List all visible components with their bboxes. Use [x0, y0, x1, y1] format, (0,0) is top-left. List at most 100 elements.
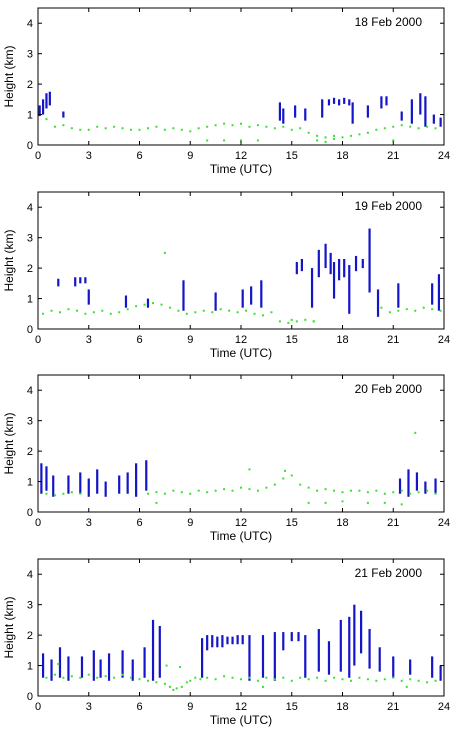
data-point-17: [185, 312, 188, 315]
data-point-11: [135, 305, 138, 308]
data-point-22: [231, 124, 234, 127]
data-point-5: [84, 312, 87, 315]
series-1: [45, 431, 437, 506]
panel-date-label: 19 Feb 2000: [355, 199, 423, 213]
data-point-32: [282, 676, 285, 679]
data-point-24: [214, 678, 217, 681]
y-tick-label: 0: [27, 507, 33, 519]
data-point-26: [324, 488, 327, 491]
y-tick-label: 4: [27, 385, 33, 397]
x-tick-label: 6: [136, 517, 142, 529]
y-axis-label: Height (km): [2, 596, 16, 658]
x-axis-label: Time (UTC): [210, 713, 272, 727]
data-point-28: [278, 320, 281, 323]
data-point-33: [290, 679, 293, 682]
data-point-42: [400, 124, 403, 127]
data-point-37: [358, 133, 361, 136]
data-point-8: [113, 676, 116, 679]
panel-date-label: 21 Feb 2000: [355, 566, 423, 580]
data-point-19: [206, 125, 209, 128]
data-point-40: [349, 679, 352, 682]
series-0: [38, 91, 442, 127]
data-point-48: [223, 139, 226, 142]
data-point-0: [45, 118, 48, 121]
x-tick-label: 18: [336, 334, 348, 346]
data-point-25: [223, 675, 226, 678]
data-point-5: [87, 673, 90, 676]
data-point-19: [202, 309, 205, 312]
data-point-2: [62, 676, 65, 679]
data-point-22: [228, 309, 231, 312]
data-point-10: [189, 492, 192, 495]
data-point-42: [312, 320, 315, 323]
data-point-37: [414, 309, 417, 312]
data-point-40: [439, 309, 442, 312]
data-point-39: [375, 128, 378, 131]
data-point-1: [53, 673, 56, 676]
x-tick-label: 12: [235, 517, 247, 529]
data-point-40: [383, 127, 386, 130]
data-point-23: [206, 676, 209, 679]
data-point-27: [273, 127, 276, 130]
data-point-12: [143, 303, 146, 306]
data-point-25: [316, 489, 319, 492]
data-point-54: [333, 137, 336, 140]
data-point-35: [400, 489, 403, 492]
y-tick-label: 3: [27, 600, 33, 612]
data-point-41: [163, 251, 166, 254]
series-0: [40, 460, 437, 497]
x-tick-label: 9: [187, 701, 193, 713]
data-point-54: [261, 685, 264, 688]
data-point-18: [197, 127, 200, 130]
data-point-25: [253, 312, 256, 315]
x-tick-label: 9: [187, 150, 193, 162]
x-tick-label: 0: [35, 701, 41, 713]
y-tick-label: 2: [27, 79, 33, 91]
y-tick-label: 2: [27, 630, 33, 642]
data-point-11: [138, 678, 141, 681]
y-tick-label: 3: [27, 49, 33, 61]
data-point-46: [400, 679, 403, 682]
data-point-37: [324, 679, 327, 682]
data-point-40: [248, 468, 251, 471]
data-point-45: [366, 501, 369, 504]
x-tick-label: 21: [387, 150, 399, 162]
data-point-28: [282, 125, 285, 128]
data-point-15: [168, 306, 171, 309]
x-tick-label: 18: [336, 517, 348, 529]
data-point-14: [160, 303, 163, 306]
x-tick-label: 3: [86, 701, 92, 713]
data-point-18: [194, 311, 197, 314]
y-axis-label: Height (km): [2, 229, 16, 291]
data-point-49: [240, 139, 242, 142]
x-tick-label: 18: [336, 701, 348, 713]
data-point-27: [333, 489, 336, 492]
data-point-8: [109, 312, 112, 315]
data-point-52: [165, 664, 168, 667]
series-1: [45, 118, 437, 143]
data-point-22: [199, 678, 202, 681]
data-point-15: [168, 685, 171, 688]
data-point-31: [304, 318, 307, 321]
x-tick-label: 24: [438, 517, 450, 529]
data-point-20: [189, 679, 192, 682]
data-point-26: [231, 676, 234, 679]
data-point-44: [383, 678, 386, 681]
x-tick-label: 0: [35, 517, 41, 529]
x-tick-label: 21: [387, 701, 399, 713]
x-tick-label: 12: [235, 334, 247, 346]
data-point-10: [130, 128, 133, 131]
data-point-45: [426, 125, 429, 128]
y-tick-label: 0: [27, 691, 33, 703]
data-point-20: [273, 483, 276, 486]
x-tick-label: 24: [438, 701, 450, 713]
data-point-53: [392, 139, 395, 142]
data-point-33: [383, 492, 386, 495]
data-point-16: [172, 688, 175, 691]
data-point-7: [104, 675, 107, 678]
data-point-52: [324, 140, 327, 143]
x-tick-label: 3: [86, 517, 92, 529]
series-0: [41, 604, 442, 681]
x-tick-label: 9: [187, 334, 193, 346]
